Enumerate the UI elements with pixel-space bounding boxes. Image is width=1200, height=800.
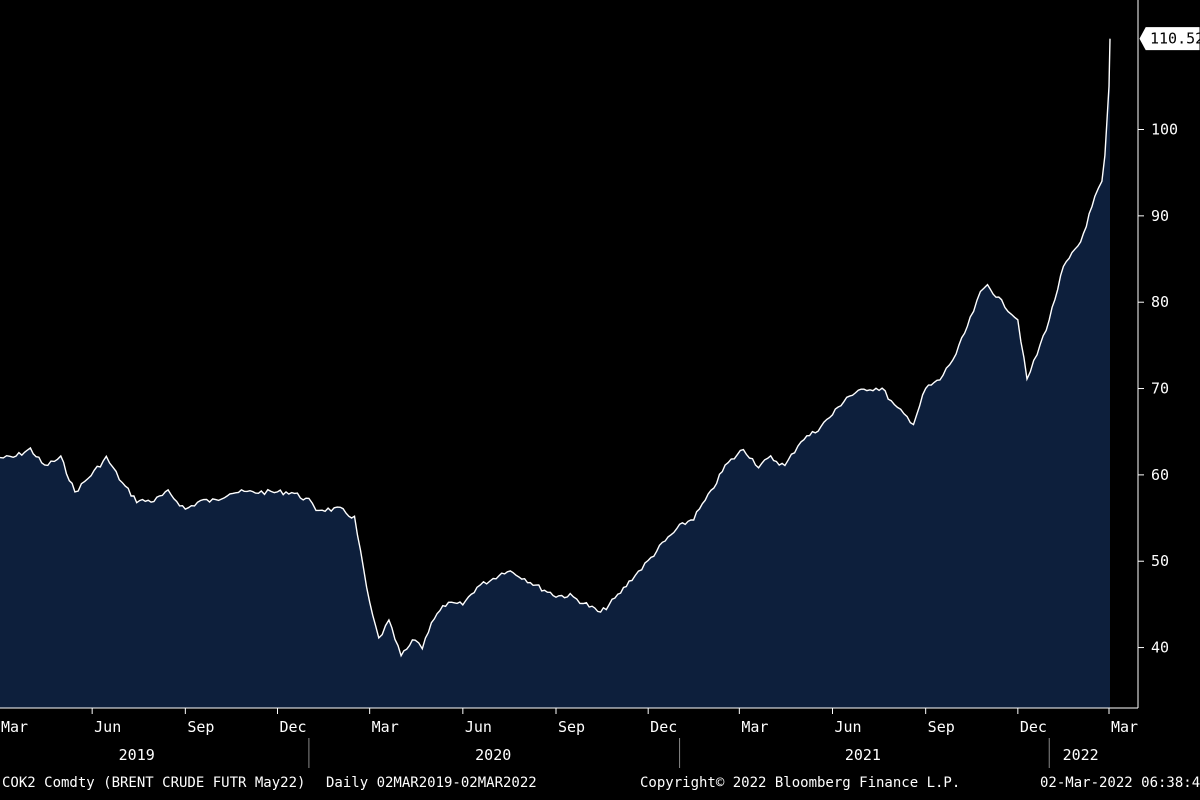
series-area-fill	[0, 38, 1110, 708]
y-tick-label: 90	[1151, 207, 1169, 225]
x-tick-label: Sep	[558, 718, 585, 736]
x-tick-label: Dec	[1020, 718, 1047, 736]
footer-timestamp: 02-Mar-2022 06:38:43	[1040, 775, 1200, 791]
footer-ticker: COK2 Comdty (BRENT CRUDE FUTR May22)	[2, 775, 306, 791]
x-year-label: 2020	[475, 746, 511, 764]
y-tick-label: 100	[1151, 121, 1178, 139]
x-tick-label: Jun	[94, 718, 121, 736]
footer-copyright: Copyright© 2022 Bloomberg Finance L.P.	[640, 775, 961, 791]
y-tick-label: 60	[1151, 466, 1169, 484]
y-tick-label: 80	[1151, 293, 1169, 311]
last-value-label: 110.52	[1150, 30, 1200, 48]
x-year-label: 2021	[845, 746, 881, 764]
x-tick-label: Sep	[187, 718, 214, 736]
y-tick-label: 50	[1151, 552, 1169, 570]
plot-area	[0, 38, 1111, 708]
y-tick-label: 70	[1151, 380, 1169, 398]
x-tick-label: Jun	[465, 718, 492, 736]
x-tick-label: Dec	[650, 718, 677, 736]
x-tick-label: Mar	[1, 718, 28, 736]
footer-date-range: Daily 02MAR2019-02MAR2022	[326, 775, 537, 791]
x-tick-label: Dec	[280, 718, 307, 736]
x-year-label: 2019	[119, 746, 155, 764]
x-year-label: 2022	[1063, 746, 1099, 764]
x-tick-label: Mar	[741, 718, 768, 736]
axes: 40 50 60 70 80 90 100 110.52 Mar Jun Sep Dec Mar Jun S…	[0, 0, 1200, 768]
last-value-box	[1139, 27, 1200, 51]
x-tick-label: Jun	[835, 718, 862, 736]
x-tick-label: Sep	[928, 718, 955, 736]
y-tick-label: 40	[1151, 639, 1169, 657]
series-line	[0, 38, 1111, 658]
x-tick-label: Mar	[1111, 718, 1138, 736]
x-tick-label: Mar	[372, 718, 399, 736]
